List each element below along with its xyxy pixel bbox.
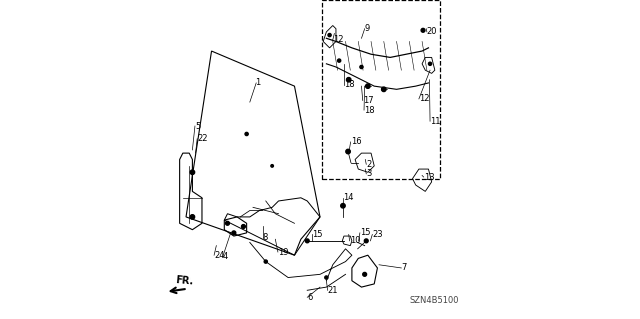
Text: 22: 22 [197,134,208,143]
Circle shape [363,272,367,276]
Circle shape [360,65,363,69]
Text: 14: 14 [343,193,353,202]
Text: 3: 3 [366,169,372,178]
Text: 21: 21 [328,286,338,295]
Text: 24: 24 [214,251,225,260]
Text: 2: 2 [366,160,371,169]
Text: 13: 13 [424,173,435,182]
Circle shape [241,225,245,228]
Circle shape [346,149,350,154]
Circle shape [305,239,309,243]
Circle shape [365,84,370,88]
Text: 23: 23 [372,230,383,239]
Circle shape [271,165,273,167]
Text: 8: 8 [262,233,268,242]
Text: 9: 9 [365,24,370,33]
Text: 15: 15 [312,230,323,239]
Circle shape [328,33,331,37]
Text: 5: 5 [195,122,200,130]
Circle shape [337,59,340,62]
Text: 7: 7 [401,263,407,272]
Text: 4: 4 [223,252,228,261]
Circle shape [381,87,386,92]
Circle shape [190,170,195,174]
Circle shape [324,276,328,279]
Circle shape [232,231,236,235]
Text: 12: 12 [333,35,343,44]
Text: 18: 18 [344,80,355,89]
Text: 1: 1 [255,78,260,87]
Text: FR.: FR. [175,275,194,286]
Text: 17: 17 [363,96,373,105]
Text: 15: 15 [360,228,371,237]
Text: 10: 10 [349,236,360,245]
Circle shape [340,204,345,208]
Circle shape [346,78,351,82]
Circle shape [190,215,195,219]
Text: 12: 12 [419,94,429,103]
Text: 6: 6 [307,293,312,302]
Circle shape [421,28,425,32]
Circle shape [225,221,229,225]
Circle shape [364,239,368,243]
Text: 19: 19 [278,248,289,256]
Circle shape [428,62,431,65]
Circle shape [264,260,268,263]
Text: 11: 11 [430,117,440,126]
Circle shape [245,132,248,136]
Text: 18: 18 [364,106,374,115]
Text: 20: 20 [427,27,437,36]
Text: SZN4B5100: SZN4B5100 [410,296,459,305]
Text: 16: 16 [351,137,361,146]
Bar [321,0,440,179]
